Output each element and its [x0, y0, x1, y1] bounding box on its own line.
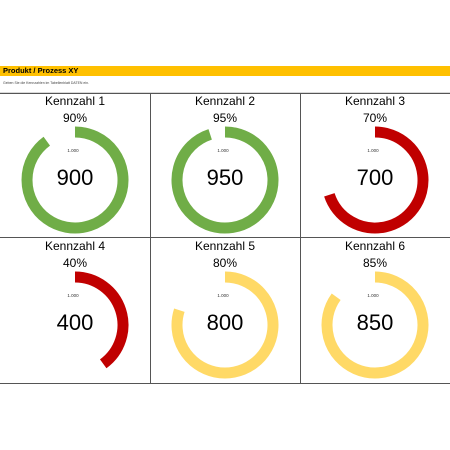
- kpi-label: Kennzahl 6: [344, 239, 406, 253]
- kpi-max-label: 1.000: [367, 148, 379, 153]
- kpi-tile[interactable]: Kennzahl 4 40% 1.000 400: [0, 238, 150, 382]
- kpi-value: 800: [206, 310, 244, 335]
- kpi-gauge: [171, 271, 279, 379]
- kpi-gauge: [324, 126, 429, 234]
- title-bar: [0, 66, 450, 76]
- kpi-value: 700: [356, 165, 394, 190]
- kpi-percent: 95%: [212, 111, 238, 125]
- kpi-percent: 85%: [362, 256, 388, 270]
- hint-text: Geben Sie die Kennzahlen im Tabellenblat…: [3, 81, 90, 85]
- gauge-arc: [171, 126, 279, 234]
- kpi-grid: [0, 93, 450, 384]
- kpi-tile[interactable]: Kennzahl 6 85% 1.000 850: [300, 238, 450, 382]
- kpi-label: Kennzahl 3: [344, 94, 406, 108]
- kpi-gauge: [171, 126, 279, 234]
- kpi-tile[interactable]: Kennzahl 3 70% 1.000 700: [300, 93, 450, 237]
- kpi-label: Kennzahl 1: [44, 94, 106, 108]
- hint-row: [0, 76, 450, 93]
- grid-divider: [0, 237, 450, 238]
- kpi-max-label: 1.000: [67, 148, 79, 153]
- kpi-percent: 70%: [362, 111, 388, 125]
- kpi-tile[interactable]: Kennzahl 5 80% 1.000 800: [150, 238, 300, 382]
- kpi-max-label: 1.000: [67, 293, 79, 298]
- kpi-label: Kennzahl 5: [194, 239, 256, 253]
- gauge-arc: [74, 271, 129, 369]
- kpi-value: 400: [56, 310, 94, 335]
- kpi-label: Kennzahl 4: [44, 239, 106, 253]
- kpi-label: Kennzahl 2: [194, 94, 256, 108]
- kpi-percent: 90%: [62, 111, 88, 125]
- grid-divider: [150, 93, 151, 384]
- kpi-gauge: [21, 126, 129, 234]
- kpi-value: 950: [206, 165, 244, 190]
- kpi-value: 900: [56, 165, 94, 190]
- kpi-percent: 80%: [212, 256, 238, 270]
- gauge-arc: [321, 271, 429, 379]
- grid-divider: [300, 93, 301, 384]
- gauge-arc: [324, 126, 429, 234]
- kpi-max-label: 1.000: [217, 293, 229, 298]
- page-title: Produkt / Prozess XY: [3, 66, 79, 75]
- gauge-arc: [21, 126, 129, 234]
- kpi-max-label: 1.000: [217, 148, 229, 153]
- gauge-arc: [171, 271, 279, 379]
- kpi-gauge: [74, 271, 129, 369]
- kpi-percent: 40%: [62, 256, 88, 270]
- kpi-tile[interactable]: Kennzahl 2 95% 1.000 950: [150, 93, 300, 237]
- kpi-max-label: 1.000: [367, 293, 379, 298]
- kpi-tile[interactable]: Kennzahl 1 90% 1.000 900: [0, 93, 150, 237]
- kpi-value: 850: [356, 310, 394, 335]
- kpi-gauge: [321, 271, 429, 379]
